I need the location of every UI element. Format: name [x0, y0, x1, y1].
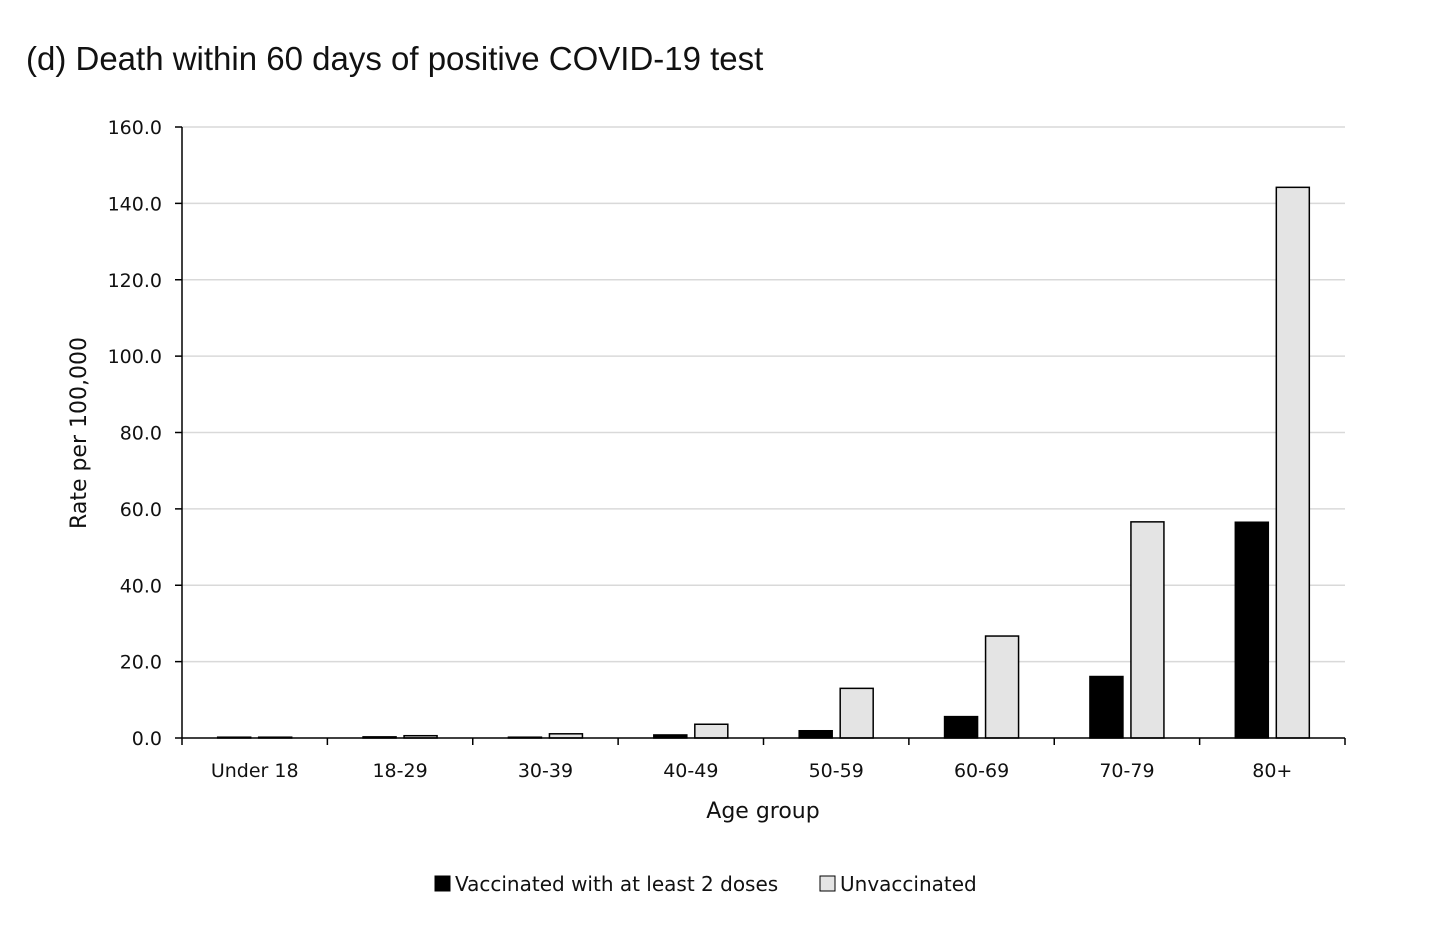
x-tick-label: 70-79	[1099, 760, 1154, 782]
x-tick-label: Under 18	[211, 760, 299, 782]
bar-unvaccinated	[1275, 186, 1311, 739]
y-tick-label: 40.0	[120, 575, 162, 597]
bar-unvaccinated	[694, 723, 729, 739]
y-tick-label: 120.0	[108, 270, 162, 292]
y-tick-label: 0.0	[132, 728, 162, 750]
y-axis-title: Rate per 100,000	[67, 337, 92, 529]
legend-swatch-unvaccinated	[819, 875, 836, 892]
legend-label-vaccinated: Vaccinated with at least 2 doses	[455, 872, 778, 896]
legend-label-unvaccinated: Unvaccinated	[840, 872, 977, 896]
bar-vaccinated	[798, 729, 833, 739]
y-tick-label: 100.0	[108, 346, 162, 368]
legend-swatch-vaccinated	[434, 875, 451, 892]
axes	[175, 126, 1346, 745]
gridlines	[182, 126, 1345, 663]
bar-unvaccinated	[839, 687, 874, 739]
x-tick-label: 60-69	[954, 760, 1009, 782]
bar-unvaccinated	[1130, 521, 1165, 739]
bar-unvaccinated	[984, 635, 1020, 739]
x-tick-label: 18-29	[372, 760, 427, 782]
x-tick-label: 50-59	[809, 760, 864, 782]
tick-labels: 0.0 20.0 40.0 60.0 80.0 100.0 120.0 140.0 160.0 U…	[108, 117, 1293, 782]
x-tick-label: 80+	[1252, 760, 1292, 782]
bar-vaccinated	[943, 715, 979, 739]
x-axis-title: Age group	[706, 799, 819, 824]
y-tick-label: 60.0	[120, 499, 162, 521]
legend: Vaccinated with at least 2 doses Unvacci…	[434, 872, 977, 896]
y-tick-label: 160.0	[108, 117, 162, 139]
bar-vaccinated	[1234, 521, 1270, 739]
y-tick-label: 20.0	[120, 652, 162, 674]
bar-vaccinated	[1089, 675, 1124, 739]
x-tick-label: 40-49	[663, 760, 718, 782]
chart-title: (d) Death within 60 days of positive COV…	[26, 40, 764, 77]
y-tick-label: 80.0	[120, 423, 162, 445]
x-tick-label: 30-39	[518, 760, 573, 782]
bars	[216, 186, 1311, 739]
y-tick-label: 140.0	[108, 193, 162, 215]
